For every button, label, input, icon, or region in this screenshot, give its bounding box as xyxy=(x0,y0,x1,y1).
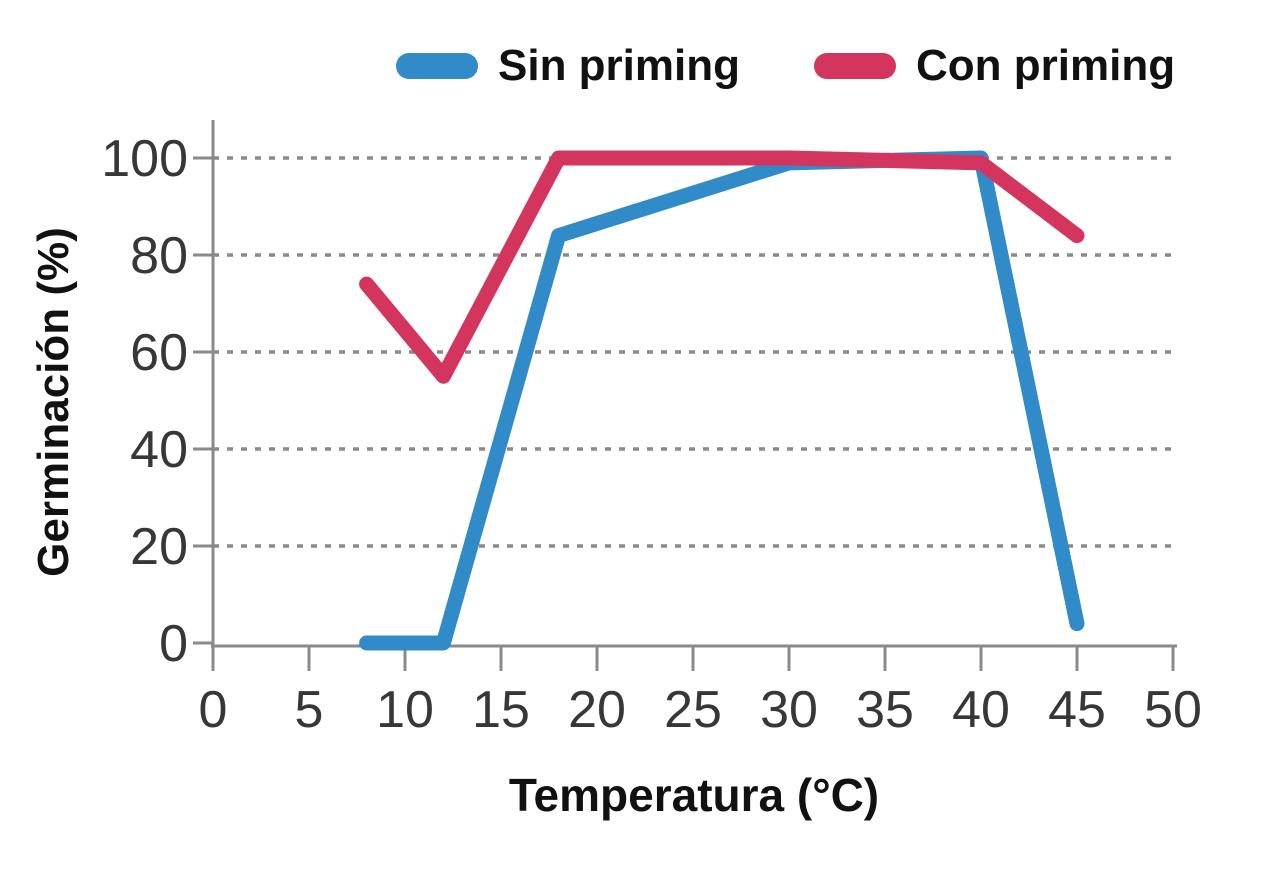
x-tick-label: 35 xyxy=(856,681,914,739)
con-priming-line-swatch xyxy=(814,53,896,79)
series-line-sin-priming xyxy=(359,150,1085,651)
x-tick-label: 15 xyxy=(472,681,530,739)
y-tick-label: 80 xyxy=(130,227,188,285)
y-tick-label: 40 xyxy=(130,421,188,479)
legend-item-con-priming: Con priming xyxy=(814,44,1175,88)
x-tick-label: 20 xyxy=(568,681,626,739)
legend-label-con-priming: Con priming xyxy=(916,41,1176,90)
x-tick-label: 50 xyxy=(1144,681,1202,739)
y-tick-label: 60 xyxy=(130,324,188,382)
legend-item-sin-priming: Sin priming xyxy=(396,44,740,88)
legend-label-sin-priming: Sin priming xyxy=(498,41,740,90)
y-tick-label: 0 xyxy=(159,615,188,673)
x-tick-label: 45 xyxy=(1048,681,1106,739)
x-axis-title: Temperatura (°C) xyxy=(508,769,880,821)
y-tick-label: 100 xyxy=(101,130,188,188)
series-line-con-priming xyxy=(359,150,1085,384)
chart-legend: Sin priming Con priming xyxy=(396,44,1175,88)
x-tick-label: 40 xyxy=(952,681,1010,739)
sin-priming-line-swatch xyxy=(396,53,478,79)
x-tick-label: 0 xyxy=(199,681,228,739)
y-tick-label: 20 xyxy=(130,518,188,576)
y-axis-title: Germinación (%) xyxy=(29,227,78,577)
x-tick-label: 5 xyxy=(295,681,324,739)
x-tick-label: 30 xyxy=(760,681,818,739)
x-tick-label: 10 xyxy=(376,681,434,739)
x-tick-label: 25 xyxy=(664,681,722,739)
